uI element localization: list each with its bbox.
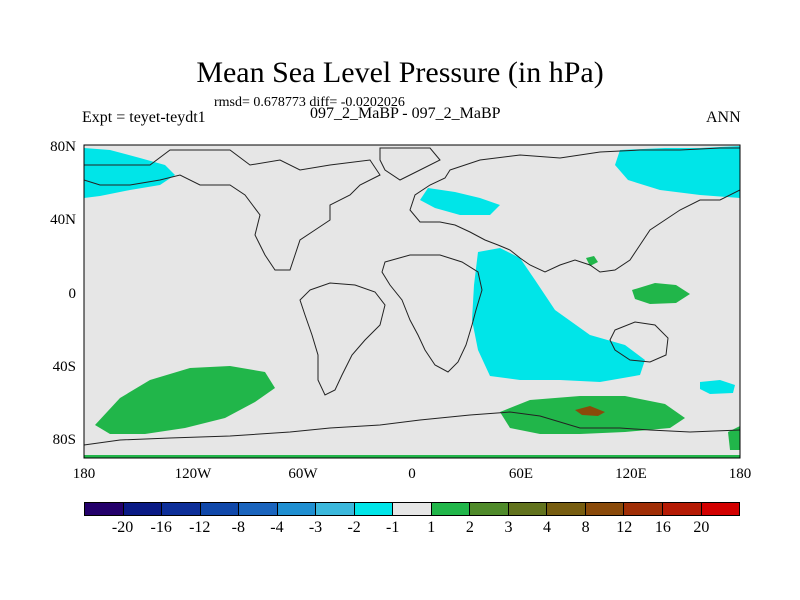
colorbar-segment <box>354 503 394 515</box>
anomaly-pacific-west <box>632 283 690 304</box>
lat-label: 0 <box>68 286 77 302</box>
colorbar-segment <box>393 503 432 515</box>
season-label: ANN <box>706 109 741 126</box>
colorbar-segment <box>585 503 625 515</box>
colorbar-label: -8 <box>231 519 245 536</box>
outline-australia <box>609 321 669 363</box>
colorbar-label: 20 <box>693 519 710 536</box>
colorbar-segment <box>239 503 278 515</box>
outline-north-america <box>83 149 381 271</box>
lat-label: 80S <box>52 432 76 448</box>
outline-eurasia <box>409 147 741 273</box>
outline-africa <box>381 254 483 373</box>
outline-antarctica <box>83 411 741 446</box>
colorbar-label: 12 <box>616 519 633 536</box>
colorbar-label: -12 <box>189 519 211 536</box>
colorbar-label: -4 <box>270 519 284 536</box>
plot-title: Mean Sea Level Pressure (in hPa) <box>196 56 604 89</box>
colorbar-segment <box>316 503 355 515</box>
colorbar-label: -2 <box>347 519 361 536</box>
lat-label: 40S <box>52 359 76 375</box>
lon-label: 60E <box>508 466 534 482</box>
colorbar-label: 16 <box>654 519 671 536</box>
colorbar-segment <box>662 503 702 515</box>
anomaly-north-atlantic <box>420 188 500 215</box>
lon-label: 180 <box>72 466 96 482</box>
colorbar-segment <box>277 503 317 515</box>
case-label: 097_2_MaBP - 097_2_MaBP <box>310 105 501 122</box>
colorbar-segment <box>85 503 124 515</box>
anomaly-southern-ocean-east <box>700 380 735 394</box>
colorbar-segment <box>701 503 740 515</box>
anomaly-small-patch <box>586 256 598 266</box>
outline-south-america <box>299 282 386 396</box>
lon-label: 180 <box>728 466 752 482</box>
colorbar-label: -20 <box>111 519 134 536</box>
colorbar-label: 4 <box>543 519 552 536</box>
colorbar-label: 3 <box>504 519 513 536</box>
colorbar-segment <box>547 503 586 515</box>
map-frame <box>83 144 741 459</box>
stats-line: rmsd= 0.678773 diff= -0.0202026 <box>214 95 405 110</box>
lat-label: 80N <box>50 139 76 155</box>
colorbar-label: 8 <box>581 519 590 536</box>
colorbar-segment <box>162 503 201 515</box>
colorbar-segment <box>123 503 163 515</box>
colorbar-label: 2 <box>465 519 474 536</box>
colorbar-label: -3 <box>308 519 323 536</box>
colorbar-segment <box>470 503 509 515</box>
colorbar <box>84 502 740 516</box>
outline-greenland <box>379 147 441 181</box>
lat-label: 40N <box>50 212 76 228</box>
lon-label: 0 <box>408 466 416 482</box>
lon-label: 120E <box>615 466 647 482</box>
colorbar-segment <box>431 503 471 515</box>
anomaly-siberia <box>615 146 740 198</box>
colorbar-label: -1 <box>386 519 400 536</box>
lon-label: 120W <box>174 466 212 482</box>
continent-outlines <box>83 147 741 446</box>
colorbar-label: 1 <box>427 519 436 536</box>
experiment-label: Expt = teyet-teydt1 <box>82 109 206 126</box>
lon-label: 60W <box>288 466 318 482</box>
colorbar-segment <box>200 503 240 515</box>
anomaly-south-pacific <box>95 366 275 434</box>
anomaly-bottom-band <box>84 455 740 458</box>
anomaly-dark-patch <box>575 406 605 416</box>
colorbar-segment <box>508 503 548 515</box>
colorbar-label: -16 <box>150 519 172 536</box>
colorbar-segment <box>624 503 663 515</box>
anomaly-indian-ocean <box>472 248 645 382</box>
anomaly-antarctic-east <box>728 426 740 450</box>
